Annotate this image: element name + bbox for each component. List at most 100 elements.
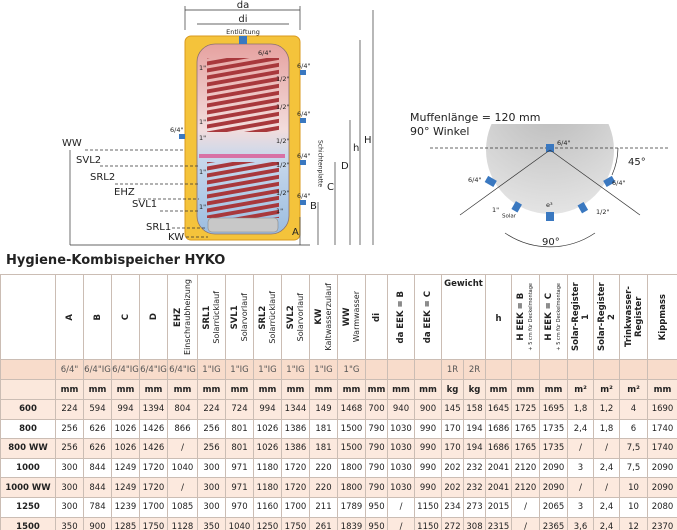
data-cell: 220 — [309, 477, 338, 498]
data-cell: 1700 — [281, 496, 310, 518]
data-cell: 990 — [414, 477, 442, 498]
data-cell: 1030 — [387, 457, 415, 479]
units-cell: mm — [647, 379, 677, 400]
data-cell: 1645 — [485, 399, 513, 420]
dim-label: h — [353, 143, 359, 154]
data-cell: 1740 — [647, 418, 677, 440]
data-cell: 145 — [441, 399, 464, 420]
data-cell: 2120 — [511, 457, 541, 479]
table-title: Hygiene-Kombispeicher HYKO — [6, 253, 226, 268]
data-cell: 300 — [55, 457, 84, 479]
data-cell: 202 — [441, 457, 464, 479]
fitting-label: 1" — [199, 168, 206, 176]
header-desc: Solarvorlauf — [296, 292, 305, 342]
data-cell: 1160 — [253, 496, 282, 518]
data-cell: 2,4 — [593, 516, 621, 530]
data-cell: 970 — [225, 496, 254, 518]
data-cell: / — [567, 477, 595, 498]
data-cell: 790 — [365, 418, 388, 440]
data-cell: 2,4 — [593, 496, 621, 518]
data-cell: 1800 — [337, 457, 366, 479]
fitting-label: 1" — [199, 118, 206, 126]
spec-table: A B C D EHZ Einschraubheizung SRL1 Solarrücklau… — [0, 274, 677, 530]
data-cell: 224 — [55, 399, 84, 420]
data-cell: 594 — [83, 399, 112, 420]
data-cell: 1030 — [387, 477, 415, 498]
data-cell: 7,5 — [619, 438, 649, 459]
header-code: H EEK = C — [543, 293, 554, 341]
col-header: Gewicht — [440, 274, 487, 360]
data-cell: 2,4 — [593, 457, 621, 479]
connections-cell — [619, 359, 649, 380]
data-cell: 1695 — [539, 399, 569, 420]
header-code: da EEK = C — [423, 290, 433, 344]
data-cell: 202 — [441, 477, 464, 498]
data-cell: 10 — [619, 496, 649, 518]
data-cell: 1150 — [414, 516, 442, 530]
data-cell: 844 — [83, 477, 112, 498]
data-cell: 2080 — [647, 496, 677, 518]
data-cell: 1700 — [139, 496, 168, 518]
data-cell: / — [593, 477, 621, 498]
data-cell: 300 — [55, 477, 84, 498]
data-cell: 12 — [619, 516, 649, 530]
data-cell: 232 — [462, 457, 487, 479]
col-header: A — [55, 274, 84, 360]
units-cell: mm — [365, 379, 388, 400]
data-cell: 990 — [414, 418, 442, 440]
header-desc: Warmwasser — [352, 291, 361, 343]
data-cell: 1249 — [111, 477, 140, 498]
note: 90° Winkel — [410, 125, 469, 138]
data-cell: 308 — [462, 516, 487, 530]
data-cell: / — [387, 496, 415, 518]
angle-line — [459, 149, 551, 216]
header-text: da EEK = C — [423, 291, 433, 343]
data-cell: 1,8 — [567, 399, 595, 420]
fitting-label: 6/4" — [557, 139, 570, 147]
data-cell: / — [593, 438, 621, 459]
fitting-label: 1/2" — [276, 137, 289, 145]
data-cell: 4 — [619, 399, 649, 420]
header-text: A — [65, 314, 75, 321]
fitting-label: 6/4" — [468, 176, 481, 184]
col-header: Trinkwasser-Register — [619, 274, 649, 360]
data-cell: 1500 — [337, 418, 366, 440]
data-cell: 1180 — [253, 457, 282, 479]
row-label: 800 — [0, 418, 56, 440]
coil — [207, 162, 279, 218]
header-row: A B C D EHZ Einschraubheizung SRL1 Solarrücklau… — [0, 274, 677, 360]
data-cell: 220 — [309, 457, 338, 479]
data-cell: 844 — [83, 457, 112, 479]
data-cell: 3,6 — [567, 516, 595, 530]
corner-cell — [0, 274, 56, 360]
coil — [207, 58, 279, 132]
data-cell: / — [387, 516, 415, 530]
col-header: SRL1 Solarrücklauf — [197, 274, 226, 360]
data-row: 800 WW 256 626 1026 1426/256 801 1026 1386 181 15… — [0, 438, 677, 459]
data-cell: 1386 — [281, 438, 310, 459]
fitting-label: 1/2" — [276, 189, 289, 197]
col-header: WW Warmwasser — [337, 274, 366, 360]
conn-label: SRL2 — [90, 172, 115, 183]
data-cell: 256 — [197, 418, 226, 440]
row-label: 1000 WW — [0, 477, 56, 498]
data-cell: 1030 — [387, 418, 415, 440]
fitting-label: 6/4" — [258, 49, 271, 57]
angle-label: 90° — [542, 237, 560, 248]
row-label — [0, 379, 56, 400]
data-cell: 2365 — [539, 516, 569, 530]
units-cell: kg — [462, 379, 487, 400]
fitting-label: 1" — [276, 207, 283, 215]
data-cell: 866 — [167, 418, 198, 440]
data-cell: 2,4 — [567, 418, 595, 440]
data-cell: 234 — [441, 496, 464, 518]
data-cell: 2041 — [485, 457, 513, 479]
data-cell: 790 — [365, 457, 388, 479]
units-cell: mm — [225, 379, 254, 400]
data-cell: 1735 — [539, 438, 569, 459]
col-header: KW Kaltwasserzulauf — [309, 274, 338, 360]
dim-label: C — [327, 182, 334, 193]
top-fittings — [484, 144, 616, 221]
data-cell: 1180 — [253, 477, 282, 498]
diagrams: da di Entlüftung 6/4" 1" 1/2" 6/4" 1/2" … — [62, 0, 670, 248]
